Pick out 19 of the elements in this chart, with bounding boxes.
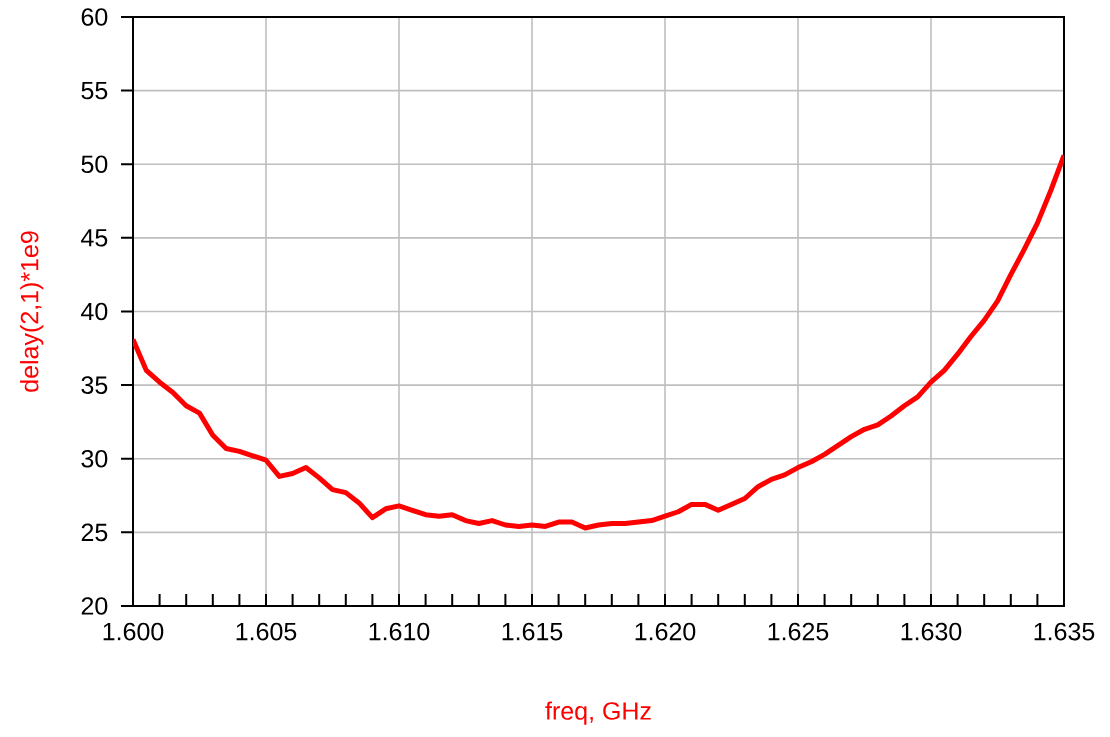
y-tick-label: 50 bbox=[81, 155, 108, 174]
y-tick-label: 55 bbox=[81, 81, 108, 100]
x-axis-title: freq, GHz bbox=[545, 701, 651, 725]
x-tick-label: 1.635 bbox=[1034, 622, 1095, 641]
y-tick-label: 20 bbox=[81, 597, 108, 615]
x-tick-label: 1.620 bbox=[635, 622, 696, 641]
x-tick-label: 1.615 bbox=[502, 622, 563, 641]
y-tick-label: 35 bbox=[81, 376, 108, 394]
x-tick-label: 1.600 bbox=[103, 622, 164, 641]
x-tick-label: 1.605 bbox=[236, 622, 297, 641]
x-tick-label: 1.610 bbox=[369, 622, 430, 641]
x-tick-label: 1.625 bbox=[768, 622, 829, 641]
y-tick-label: 40 bbox=[81, 302, 108, 321]
y-tick-label: 45 bbox=[81, 229, 108, 247]
y-tick-label: 60 bbox=[81, 8, 108, 26]
y-tick-label: 25 bbox=[81, 523, 108, 542]
y-tick-label: 30 bbox=[81, 449, 108, 468]
y-axis-title: delay(2,1)*1e9 bbox=[20, 231, 44, 392]
x-tick-label: 1.630 bbox=[901, 622, 962, 641]
